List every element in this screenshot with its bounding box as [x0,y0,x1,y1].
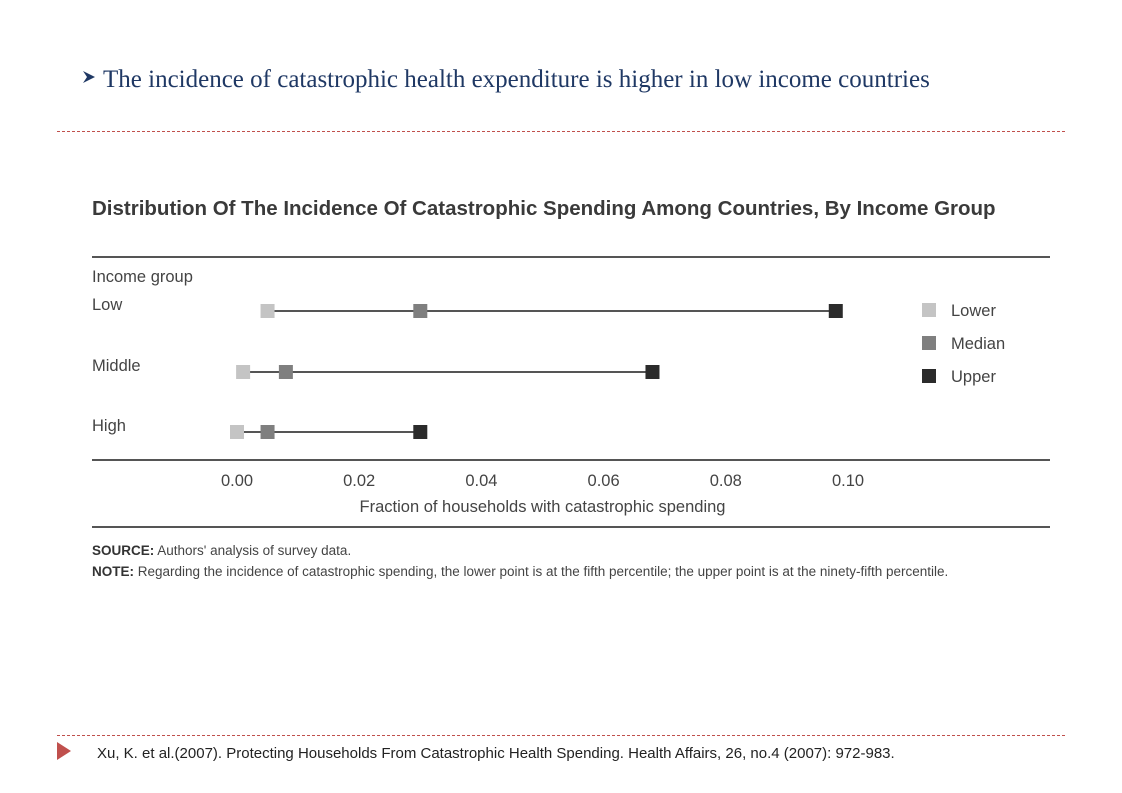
x-tick-label: 0.10 [832,472,864,490]
figure-source-note: SOURCE: Authors' analysis of survey data… [92,540,1022,582]
header-divider [57,131,1065,132]
note-text: Regarding the incidence of catastrophic … [134,564,949,579]
x-axis-label: Fraction of households with catastrophic… [360,498,726,516]
reference-citation: Xu, K. et al.(2007). Protecting Househol… [97,745,895,762]
x-tick-label: 0.04 [465,472,497,490]
y-axis-label: Income group [92,268,193,286]
x-tick-label: 0.02 [343,472,375,490]
x-tick-label: 0.08 [710,472,742,490]
data-point-median [278,365,293,379]
legend-swatch-median [922,336,936,350]
reference-triangle-icon [57,742,71,760]
data-point-lower [236,365,251,379]
source-text: Authors' analysis of survey data. [154,543,352,558]
chart-title: Distribution Of The Incidence Of Catastr… [92,197,996,220]
legend-label-lower: Lower [951,302,996,320]
data-point-upper [828,304,843,318]
data-point-median [413,304,428,318]
data-point-upper [413,425,428,439]
slide-heading: The incidence of catastrophic health exp… [103,66,930,93]
bullet-arrow-icon [83,71,95,83]
legend-swatch-upper [922,369,936,383]
legend-swatch-lower [922,303,936,317]
note-label: NOTE: [92,564,134,579]
source-line: SOURCE: Authors' analysis of survey data… [92,540,1022,561]
category-label: High [92,417,126,435]
category-label: Low [92,296,122,314]
data-point-median [260,425,275,439]
x-tick-label: 0.00 [221,472,253,490]
data-point-upper [645,365,660,379]
data-point-lower [230,425,244,439]
data-point-lower [260,304,275,318]
legend-label-median: Median [951,335,1005,353]
footer-divider [57,735,1065,736]
x-tick-label: 0.06 [588,472,620,490]
category-label: Middle [92,357,141,375]
legend-label-upper: Upper [951,368,996,386]
source-label: SOURCE: [92,543,155,558]
note-line: NOTE: Regarding the incidence of catastr… [92,561,1022,582]
